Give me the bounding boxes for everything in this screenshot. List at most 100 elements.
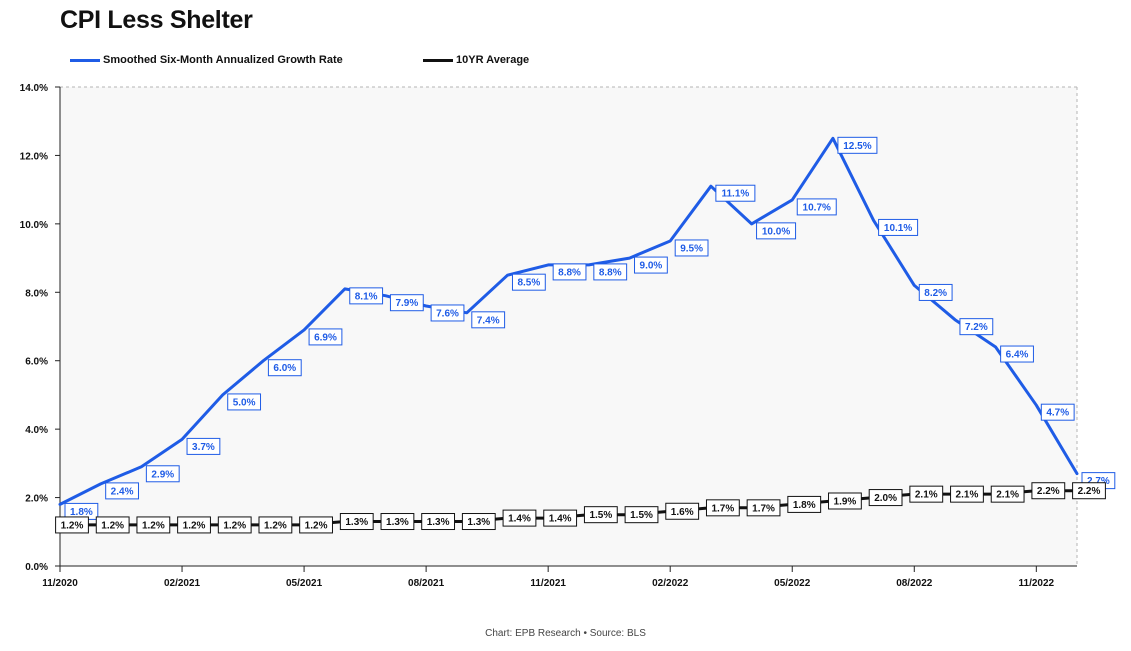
data-label-series-2-text: 2.2%	[1037, 486, 1060, 497]
data-label-series-2: 1.7%	[746, 499, 781, 517]
data-label-series-1-text: 6.4%	[1006, 350, 1029, 361]
data-label-series-2-text: 1.3%	[345, 517, 368, 528]
data-label-series-1-text: 2.9%	[151, 469, 174, 480]
data-label-series-2: 1.5%	[583, 506, 618, 524]
data-label-series-2-text: 1.2%	[183, 520, 206, 531]
data-label-series-1-text: 3.7%	[192, 442, 215, 453]
data-label-series-2: 1.2%	[258, 516, 293, 534]
legend-label-series-1: Smoothed Six-Month Annualized Growth Rat…	[103, 54, 343, 66]
data-label-series-1: 10.0%	[756, 222, 797, 240]
y-tick-label: 14.0%	[20, 83, 48, 94]
data-label-series-2: 1.8%	[787, 495, 822, 513]
data-label-series-1: 2.4%	[105, 482, 139, 500]
data-label-series-1-box	[837, 136, 878, 154]
data-label-series-1: 4.7%	[1040, 403, 1075, 421]
data-label-series-1: 8.2%	[918, 283, 953, 301]
data-label-series-1-text: 8.5%	[517, 278, 540, 289]
data-label-series-2-text: 1.7%	[711, 503, 734, 514]
y-tick-label: 2.0%	[25, 494, 48, 505]
data-label-series-2: 1.2%	[136, 516, 171, 534]
data-label-series-1-box	[918, 283, 953, 301]
data-label-series-2-box	[909, 485, 944, 503]
x-tick-label: 11/2020	[42, 578, 78, 589]
y-tick-label: 4.0%	[25, 425, 48, 436]
data-label-series-2: 1.2%	[95, 516, 130, 534]
data-label-series-2-text: 2.1%	[915, 490, 938, 501]
data-label-series-1: 8.8%	[552, 263, 587, 281]
legend-item-series-1: Smoothed Six-Month Annualized Growth Rat…	[70, 54, 343, 66]
data-label-series-1-box	[308, 328, 343, 346]
data-label-series-2-box	[990, 485, 1025, 503]
data-label-series-1-box	[959, 318, 994, 336]
x-tick-label: 08/2021	[408, 578, 445, 589]
data-label-series-2-text: 2.1%	[956, 490, 979, 501]
data-label-series-2-box	[746, 499, 781, 517]
data-label-series-1: 7.9%	[389, 294, 424, 312]
data-label-series-2-text: 1.2%	[264, 520, 287, 531]
x-tick-label: 02/2022	[652, 578, 689, 589]
data-label-series-2-box	[339, 513, 374, 531]
data-label-series-1-text: 2.7%	[1087, 476, 1110, 487]
data-label-series-1-text: 8.8%	[558, 267, 581, 278]
data-label-series-2-box	[868, 489, 903, 507]
data-label-series-1-text: 7.2%	[965, 322, 988, 333]
data-label-series-1-box	[227, 393, 262, 411]
data-label-series-1: 12.5%	[837, 136, 878, 154]
data-label-series-2: 1.4%	[502, 509, 537, 527]
data-label-series-2: 1.2%	[299, 516, 333, 534]
data-label-series-1-box	[186, 437, 221, 455]
data-label-series-2-text: 2.2%	[1078, 486, 1101, 497]
data-label-series-1-box	[430, 304, 465, 322]
data-label-series-2-text: 1.2%	[223, 520, 246, 531]
data-label-series-2-text: 1.8%	[793, 500, 816, 511]
data-label-series-2-box	[705, 499, 740, 517]
data-label-series-2-box	[55, 516, 89, 534]
legend-item-series-2: 10YR Average	[423, 54, 529, 66]
data-label-series-2: 1.3%	[380, 513, 415, 531]
legend-swatch-series-2	[423, 58, 453, 62]
data-label-series-1-box	[349, 287, 384, 305]
data-label-series-1-text: 10.0%	[762, 226, 790, 237]
data-label-series-1-text: 5.0%	[233, 397, 256, 408]
data-label-series-2-box	[950, 485, 984, 503]
data-label-series-2-box	[787, 495, 822, 513]
data-label-series-2: 1.2%	[217, 516, 252, 534]
data-label-series-1: 6.4%	[1000, 345, 1034, 363]
data-label-series-1-box	[1000, 345, 1034, 363]
data-label-series-1: 3.7%	[186, 437, 221, 455]
data-label-series-2: 1.7%	[705, 499, 740, 517]
data-label-series-1: 7.2%	[959, 318, 994, 336]
data-label-series-1: 6.9%	[308, 328, 343, 346]
chart-source-note: Chart: EPB Research • Source: BLS	[485, 628, 646, 639]
data-label-series-2-text: 1.2%	[305, 520, 328, 531]
data-label-series-2: 1.3%	[461, 513, 496, 531]
legend-swatch-series-1	[70, 58, 100, 62]
data-label-series-1-text: 10.1%	[884, 223, 912, 234]
x-tick-label: 05/2021	[286, 578, 323, 589]
data-label-series-2-text: 2.0%	[874, 493, 897, 504]
data-label-series-2-box	[217, 516, 252, 534]
data-label-series-2: 1.2%	[177, 516, 211, 534]
data-label-series-2-text: 1.4%	[508, 514, 531, 525]
data-label-series-2-text: 1.7%	[752, 503, 775, 514]
y-tick-label: 6.0%	[25, 357, 48, 368]
data-label-series-1-text: 4.7%	[1046, 408, 1069, 419]
data-label-series-2-text: 1.3%	[467, 517, 490, 528]
legend-label-series-2: 10YR Average	[456, 54, 530, 66]
data-label-series-1-box	[552, 263, 587, 281]
data-label-series-2: 2.2%	[1031, 482, 1066, 500]
data-label-series-1-text: 8.1%	[355, 291, 378, 302]
data-label-series-2-box	[1072, 482, 1106, 500]
x-tick-label: 08/2022	[896, 578, 933, 589]
data-label-series-1: 9.0%	[634, 256, 668, 274]
data-label-series-2-box	[258, 516, 293, 534]
data-label-series-1-text: 7.9%	[395, 298, 418, 309]
x-tick-label: 05/2022	[774, 578, 811, 589]
data-label-series-2-box	[583, 506, 618, 524]
data-label-series-1-box	[715, 184, 756, 202]
data-label-series-2: 1.3%	[339, 513, 374, 531]
data-label-series-2-box	[828, 492, 862, 510]
data-label-series-2: 1.5%	[624, 506, 659, 524]
data-label-series-1-text: 7.6%	[436, 308, 459, 319]
data-label-series-2-text: 1.2%	[101, 520, 124, 531]
